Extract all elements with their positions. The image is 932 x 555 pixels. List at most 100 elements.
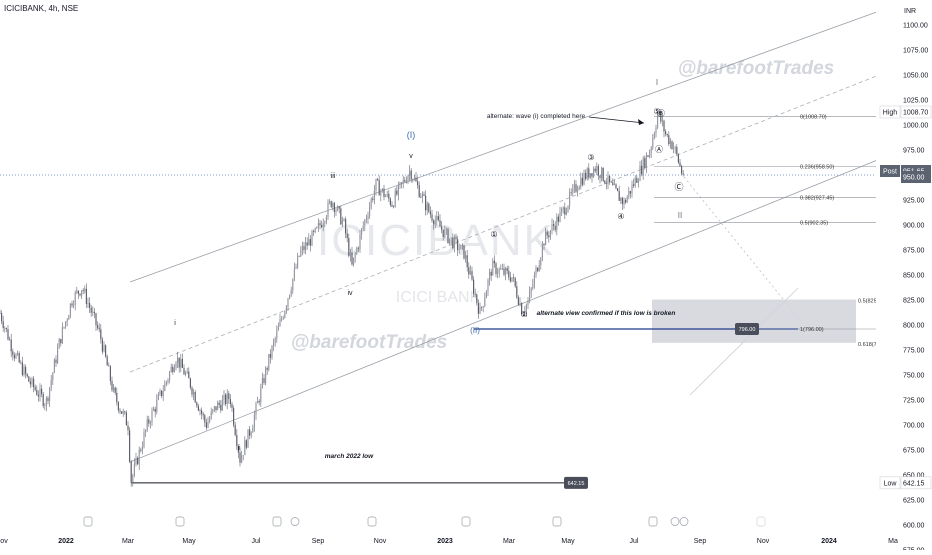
candle-body (90, 307, 92, 313)
candle-body (409, 170, 411, 176)
candle-body (505, 268, 507, 275)
candle-body (66, 319, 68, 322)
candle-body (309, 239, 311, 246)
candle-body (225, 394, 227, 404)
dividend-marker-icon[interactable] (290, 517, 300, 526)
candle-body (474, 293, 476, 295)
dividend-marker-icon[interactable] (670, 517, 680, 526)
candle-body (137, 457, 139, 465)
candle-body (391, 204, 393, 207)
earnings-marker-icon[interactable] (367, 516, 377, 527)
candle-body (305, 242, 307, 251)
candle-body (681, 166, 683, 174)
price-tag-box (900, 476, 932, 490)
wave-label: ii (237, 445, 241, 452)
wave-label: i (174, 320, 176, 327)
candle-body (445, 228, 447, 230)
candle-body (477, 302, 479, 314)
candle-body (308, 239, 310, 246)
wave-label: v (409, 153, 413, 160)
candle-body (658, 112, 660, 115)
price-axis[interactable] (876, 0, 932, 550)
candle-body (442, 229, 444, 238)
candle-body (605, 183, 607, 184)
candle-body (263, 378, 265, 384)
candle-body (4, 327, 6, 329)
candle-body (210, 411, 212, 419)
candle-body (364, 220, 366, 227)
candle-body (52, 372, 54, 381)
candle-body (178, 357, 180, 368)
candle-body (450, 237, 452, 239)
dividend-marker-icon[interactable] (679, 517, 689, 526)
candle-body (621, 197, 623, 205)
candle-body (231, 404, 233, 409)
candle-body (313, 231, 315, 232)
wave-label: iii (331, 173, 336, 180)
earnings-marker-icon[interactable] (272, 516, 282, 527)
y-tick-label: 825.00 (903, 298, 925, 305)
candle-body (405, 181, 407, 183)
candle-body (42, 393, 44, 407)
candle-body (661, 120, 663, 122)
y-tick-label: 675.00 (903, 448, 925, 455)
y-tick-label: 650.00 (903, 473, 925, 480)
candle-body (644, 158, 646, 168)
candle-body (650, 147, 652, 153)
symbol-label[interactable]: ICICIBANK, 4h, NSE (4, 4, 79, 13)
candle-body (17, 353, 19, 355)
candle-body (343, 219, 345, 221)
candle-body (484, 298, 486, 307)
candle-body (311, 231, 313, 246)
candle-body (431, 214, 433, 221)
x-tick-label: Jul (252, 538, 261, 545)
candle-body (97, 325, 99, 328)
price-tag-value: 1008.70 (903, 110, 928, 117)
candle-body (103, 345, 105, 352)
candle-body (647, 155, 649, 157)
candle-body (492, 260, 494, 276)
candle-body (135, 457, 137, 464)
candle-body (412, 179, 414, 181)
candle-body (506, 268, 508, 271)
wave-label: II (678, 211, 682, 220)
candle-body (76, 290, 78, 293)
candle-body (161, 390, 163, 396)
candle-body (490, 271, 492, 276)
time-axis[interactable] (0, 532, 876, 550)
candle-body (290, 290, 292, 295)
candle-body (372, 198, 374, 200)
candle-body (316, 227, 318, 229)
candle-body (549, 230, 551, 238)
x-tick-label: 2022 (58, 538, 74, 545)
price-tag-name-box (879, 476, 901, 490)
candle-body (175, 362, 177, 368)
earnings-marker-icon[interactable] (648, 516, 658, 527)
candle-body (610, 181, 612, 183)
candle-body (257, 400, 259, 404)
candle-body (468, 267, 470, 275)
candle-body (33, 378, 35, 388)
candle-body (81, 290, 83, 296)
candle-body (186, 371, 188, 374)
y-tick-label: 725.00 (903, 398, 925, 405)
candle-body (396, 190, 398, 195)
candle-body (436, 216, 438, 221)
level-tag-label: 642.15 (568, 481, 585, 487)
candle-body (108, 365, 110, 367)
fib-level-label: 0.382(927.45) (800, 196, 834, 202)
candle-body (380, 190, 382, 196)
earnings-marker-icon[interactable] (83, 516, 93, 527)
x-tick-label: Ma (888, 538, 898, 545)
earnings-marker-icon[interactable] (552, 516, 562, 527)
candle-body (10, 339, 12, 352)
y-tick-label: 925.00 (903, 198, 925, 205)
candle-body (173, 367, 175, 372)
candle-body (493, 260, 495, 264)
earnings-marker-icon[interactable] (461, 516, 471, 527)
candle-body (266, 368, 268, 370)
candle-body (455, 236, 457, 240)
y-tick-label: 600.00 (903, 523, 925, 530)
earnings-marker-icon[interactable] (175, 516, 185, 527)
upcoming-earnings-icon[interactable] (756, 516, 766, 527)
